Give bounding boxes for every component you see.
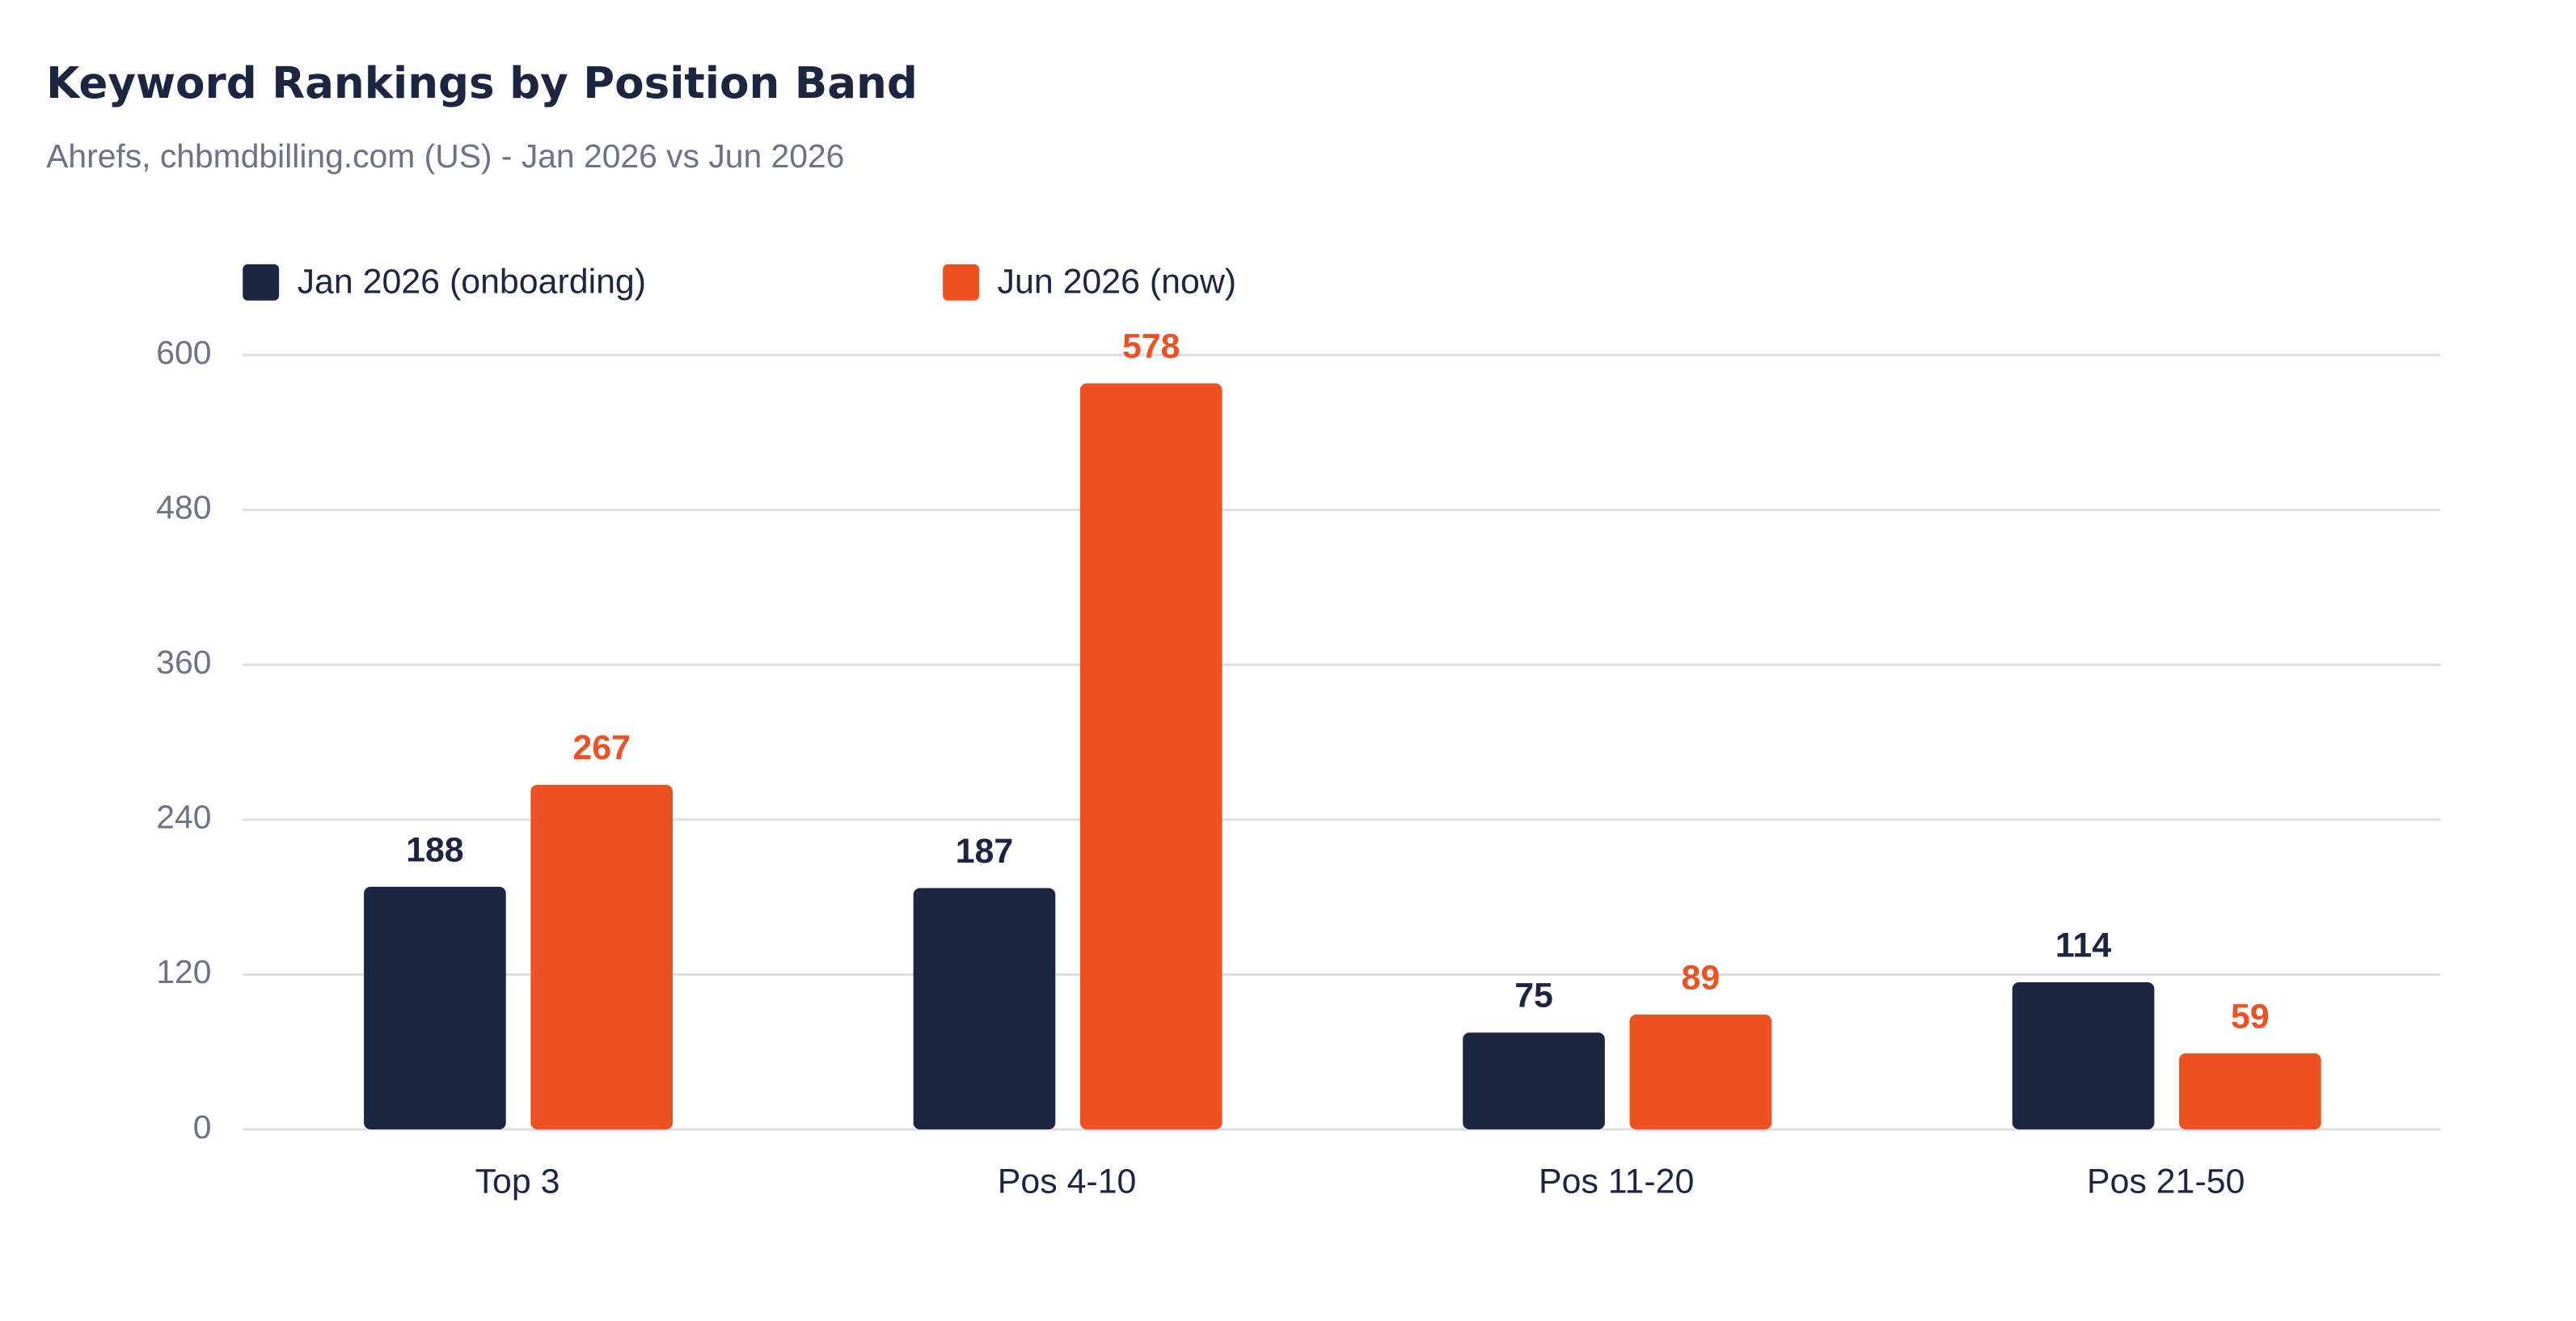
bar [2179,1053,2321,1130]
legend-label: Jan 2026 (onboarding) [298,263,646,302]
legend-label: Jun 2026 (now) [998,263,1237,302]
value-label: 89 [1681,958,1720,997]
legend-swatch [943,264,980,301]
y-tick-label: 240 [156,799,211,836]
value-label: 578 [1122,327,1180,366]
x-tick-label: Pos 11-20 [1539,1163,1694,1201]
x-tick-label: Pos 4-10 [998,1163,1137,1201]
y-tick-label: 360 [156,644,211,681]
value-label: 114 [2055,926,2111,964]
value-label: 187 [956,832,1014,871]
chart-title: Keyword Rankings by Position Band [46,58,918,108]
y-tick-label: 600 [156,334,211,371]
legend-swatch [243,264,280,301]
x-tick-label: Pos 21-50 [2087,1163,2244,1201]
y-tick-label: 0 [193,1108,212,1146]
y-tick-label: 120 [156,953,211,990]
chart-subtitle: Ahrefs, chbmdbilling.com (US) - Jan 2026… [46,137,844,175]
bar [913,888,1056,1130]
value-label: 59 [2231,997,2270,1036]
value-label: 188 [406,830,464,869]
x-tick-label: Top 3 [475,1163,560,1201]
bar [2012,982,2155,1130]
bar [1079,383,1223,1130]
value-label: 75 [1514,977,1553,1015]
y-tick-label: 480 [156,489,211,526]
bar [530,784,673,1130]
value-label: 267 [572,728,631,767]
bar [364,886,506,1130]
bar [1629,1014,1772,1130]
bar [1463,1032,1605,1130]
